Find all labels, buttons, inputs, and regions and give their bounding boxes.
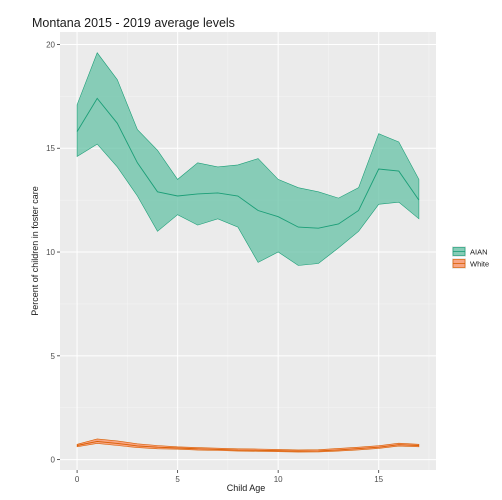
band-white	[76, 438, 420, 453]
y-axis: 0 5 10 15 20	[46, 40, 60, 465]
legend-label-aian: AIAN	[470, 248, 488, 257]
x-axis-title: Child Age	[227, 483, 266, 493]
line-white	[77, 440, 419, 452]
x-tick-label: 10	[274, 475, 283, 484]
x-tick-label: 0	[75, 475, 80, 484]
series-lines	[76, 97, 420, 452]
confidence-bands	[76, 52, 420, 453]
legend-label-white: White	[470, 260, 489, 269]
x-tick-label: 5	[175, 475, 180, 484]
line-aian	[76, 97, 420, 229]
x-axis: 0 5 10 15	[75, 470, 384, 484]
y-tick-label: 15	[46, 144, 55, 153]
y-tick-label: 0	[51, 456, 56, 465]
x-tick-label: 15	[374, 475, 383, 484]
y-axis-title: Percent of children in foster care	[30, 186, 40, 316]
band-aian	[76, 52, 420, 266]
y-tick-label: 10	[46, 248, 55, 257]
y-tick-label: 5	[51, 352, 56, 361]
y-tick-label: 20	[46, 40, 55, 49]
legend: AIAN White	[452, 246, 489, 269]
chart-title: Montana 2015 - 2019 average levels	[32, 16, 235, 30]
